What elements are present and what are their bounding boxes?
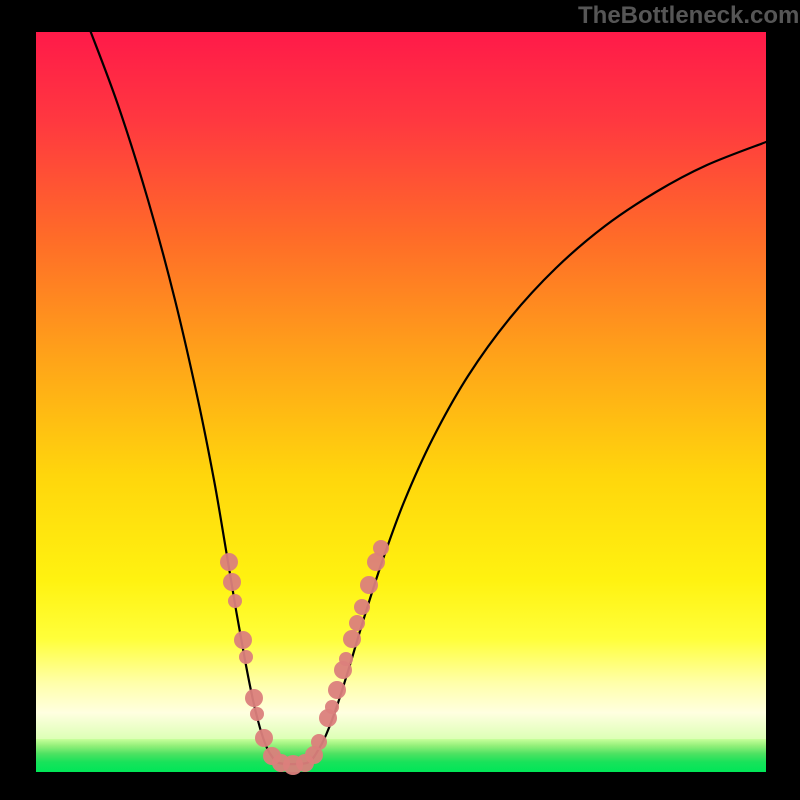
chart-green-band (36, 739, 766, 772)
chart-gradient-background (36, 32, 766, 772)
source-watermark: TheBottleneck.com (578, 2, 799, 30)
chart-stage: TheBottleneck.com (0, 0, 800, 800)
